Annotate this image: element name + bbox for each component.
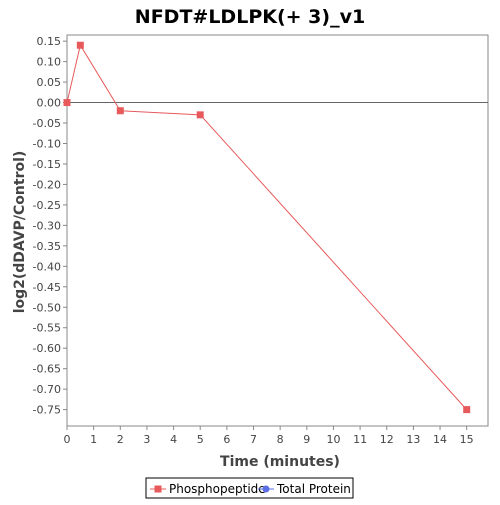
x-tick-label: 7 bbox=[250, 433, 257, 446]
x-tick-label: 1 bbox=[90, 433, 97, 446]
data-point bbox=[76, 41, 84, 49]
x-axis-label: Time (minutes) bbox=[220, 454, 340, 470]
legend-box bbox=[145, 477, 354, 499]
y-tick-label: -0.65 bbox=[33, 363, 61, 376]
y-tick-label: 0.05 bbox=[37, 76, 62, 89]
x-tick-label: 15 bbox=[460, 433, 474, 446]
x-tick-label: 13 bbox=[406, 433, 420, 446]
y-tick-label: -0.60 bbox=[33, 342, 61, 355]
x-tick-label: 6 bbox=[223, 433, 230, 446]
y-tick-label: -0.25 bbox=[33, 199, 61, 212]
legend-square-marker bbox=[154, 485, 162, 493]
y-tick-label: -0.75 bbox=[33, 404, 61, 417]
plot-background bbox=[66, 34, 489, 427]
y-tick-label: -0.45 bbox=[33, 281, 61, 294]
legend-label: Total Protein bbox=[276, 482, 351, 496]
y-tick-label: -0.10 bbox=[33, 137, 61, 150]
y-tick-label: 0.15 bbox=[37, 35, 62, 48]
y-tick-label: -0.50 bbox=[33, 301, 61, 314]
y-tick-label: -0.55 bbox=[33, 322, 61, 335]
x-tick-label: 8 bbox=[277, 433, 284, 446]
chart-title: NFDT#LDLPK(+ 3)_v1 bbox=[135, 6, 365, 28]
y-tick-label: -0.05 bbox=[33, 117, 61, 130]
y-tick-label: -0.15 bbox=[33, 158, 61, 171]
legend-circle-marker bbox=[262, 485, 270, 493]
y-tick-label: -0.30 bbox=[33, 219, 61, 232]
data-point bbox=[196, 111, 204, 119]
x-tick-label: 10 bbox=[326, 433, 340, 446]
y-tick-label: 0.00 bbox=[37, 97, 62, 110]
x-tick-label: 14 bbox=[433, 433, 447, 446]
x-tick-label: 12 bbox=[380, 433, 394, 446]
legend: Phosphopeptide Total Protein bbox=[145, 477, 354, 499]
data-point bbox=[116, 107, 124, 115]
plot-area bbox=[66, 34, 489, 427]
y-tick-label: -0.20 bbox=[33, 178, 61, 191]
legend-label: Phosphopeptide bbox=[169, 482, 266, 496]
x-tick-label: 9 bbox=[303, 433, 310, 446]
x-tick-label: 5 bbox=[197, 433, 204, 446]
series-layer bbox=[63, 41, 471, 414]
y-tick-label: -0.70 bbox=[33, 383, 61, 396]
x-tick-label: 4 bbox=[170, 433, 177, 446]
data-point bbox=[63, 99, 71, 107]
x-tick-label: 11 bbox=[353, 433, 367, 446]
y-tick-label: 0.10 bbox=[37, 56, 62, 69]
y-axis-label: log2(dDAVP/Control) bbox=[12, 151, 28, 314]
x-tick-label: 3 bbox=[143, 433, 150, 446]
data-point bbox=[463, 406, 471, 414]
y-axis-ticks: 0.15 0.10 0.05 0.00 -0.05 -0.10 -0.15 -0.20 -0.2… bbox=[33, 35, 67, 417]
x-tick-label: 2 bbox=[117, 433, 124, 446]
y-tick-label: -0.35 bbox=[33, 240, 61, 253]
x-tick-label: 0 bbox=[64, 433, 71, 446]
y-tick-label: -0.40 bbox=[33, 260, 61, 273]
x-axis-ticks: 0 1 2 3 4 5 6 7 8 9 10 11 12 13 14 15 bbox=[64, 426, 474, 446]
